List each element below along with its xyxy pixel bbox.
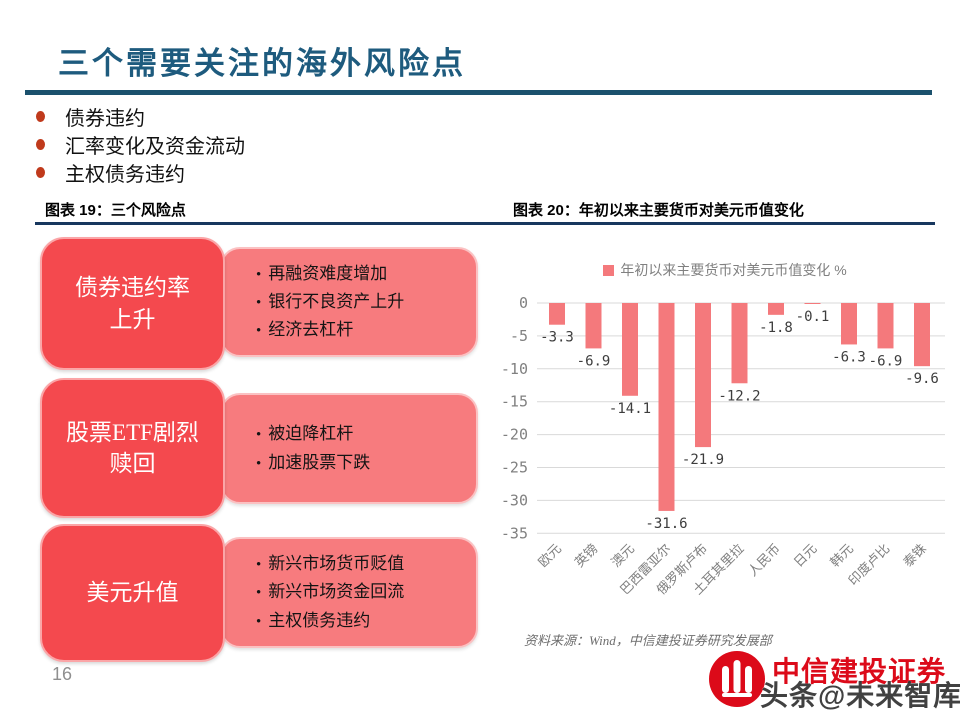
bar-value-label: -0.1 xyxy=(796,309,830,325)
source-note: 资料来源：Wind，中信建投证券研究发展部 xyxy=(524,633,772,648)
detail-text: 主权债务违约 xyxy=(268,610,371,630)
risk-detail-item: • 经济去杠杆 xyxy=(256,316,476,344)
bar-value-label: -6.3 xyxy=(832,349,866,365)
y-tick-label: 0 xyxy=(519,294,528,312)
detail-text: 新兴市场资金回流 xyxy=(268,582,405,602)
bar-value-label: -6.9 xyxy=(577,353,611,369)
bar xyxy=(914,303,930,367)
bar-value-label: -1.8 xyxy=(759,320,793,336)
risk-detail-item: • 加速股票下跌 xyxy=(256,449,476,477)
y-tick-label: -35 xyxy=(501,524,528,542)
bar xyxy=(695,303,711,448)
bar-value-label: -6.9 xyxy=(869,353,903,369)
bullet-text: 主权债务违约 xyxy=(65,163,185,186)
detail-bullet-icon: • xyxy=(256,323,262,340)
bar-value-label: -31.6 xyxy=(645,516,687,532)
detail-text: 再融资难度增加 xyxy=(268,263,388,283)
bar xyxy=(658,303,675,511)
bullet-item: 债券违约 xyxy=(32,102,532,130)
detail-text: 银行不良资产上升 xyxy=(268,291,405,311)
bar-value-label: -14.1 xyxy=(609,401,651,417)
watermark-text: 头条@未来智库 xyxy=(760,680,960,711)
bullet-dot-icon xyxy=(36,166,45,178)
bar-value-label: -3.3 xyxy=(540,330,574,346)
y-tick-label: -30 xyxy=(501,491,528,509)
risk-box-details: • 再融资难度增加 • 银行不良资产上升 • 经济去杠杆 xyxy=(220,247,478,357)
risk-box-label-line: 股票ETF剧烈 xyxy=(66,419,199,445)
x-category-label: 英镑 xyxy=(572,541,601,570)
y-tick-label: -15 xyxy=(501,393,528,411)
company-logo: 中信建投证券 头条@未来智库 xyxy=(708,648,960,718)
bar xyxy=(585,303,602,349)
bullet-item: 主权债务违约 xyxy=(32,158,532,186)
bullet-dot-icon xyxy=(36,138,45,150)
page-title: 三个需要关注的海外风险点 xyxy=(58,46,466,81)
citic-logo-icon xyxy=(709,651,765,707)
chart-legend: 年初以来主要货币对美元币值变化 % xyxy=(495,260,955,280)
bar xyxy=(804,303,821,304)
detail-text: 加速股票下跌 xyxy=(268,452,371,472)
legend-swatch-icon xyxy=(603,265,615,276)
detail-bullet-icon: • xyxy=(256,585,262,602)
currency-bar-chart: 0 -5 -10 -15 -20 -25 -30 -35 -3.3 欧元 -6.9 英镑 -14.1 澳元… xyxy=(495,245,955,635)
risk-box-label: 股票ETF剧烈 赎回 xyxy=(40,378,225,518)
bar xyxy=(768,303,784,315)
bar-value-label: -21.9 xyxy=(682,452,724,468)
y-tick-label: -25 xyxy=(501,459,528,477)
bar xyxy=(622,303,638,396)
bar xyxy=(549,303,565,325)
chart-canvas: 0 -5 -10 -15 -20 -25 -30 -35 -3.3 欧元 -6.9 英镑 -14.1 澳元… xyxy=(501,294,945,597)
detail-bullet-icon: • xyxy=(256,557,262,574)
figure19-caption: 图表 19：三个风险点 xyxy=(45,202,186,219)
detail-bullet-icon: • xyxy=(256,266,262,283)
bar xyxy=(731,303,748,384)
detail-bullet-icon: • xyxy=(256,613,262,630)
bullet-item: 汇率变化及资金流动 xyxy=(32,130,532,158)
risk-box-label-line: 上升 xyxy=(109,306,156,332)
bar-value-label: -12.2 xyxy=(718,388,760,404)
risk-box-details: • 新兴市场货币贬值 • 新兴市场资金回流 • 主权债务违约 xyxy=(220,537,478,648)
legend-label: 年初以来主要货币对美元币值变化 % xyxy=(620,262,847,278)
x-category-label: 澳元 xyxy=(608,541,637,570)
risk-detail-item: • 银行不良资产上升 xyxy=(256,288,476,316)
figure20-caption: 图表 20：年初以来主要货币对美元币值变化 xyxy=(513,202,804,219)
bar xyxy=(841,303,857,345)
bar xyxy=(877,303,894,349)
detail-text: 新兴市场货币贬值 xyxy=(268,554,405,574)
x-category-label: 日元 xyxy=(791,541,820,570)
risk-box-label: 美元升值 xyxy=(40,524,225,662)
risk-box-label: 债券违约率 上升 xyxy=(40,237,225,370)
page-number: 16 xyxy=(52,664,73,684)
x-category-label: 欧元 xyxy=(535,541,564,570)
risk-detail-item: • 新兴市场货币贬值 xyxy=(256,550,476,578)
detail-text: 经济去杠杆 xyxy=(268,320,354,340)
bullet-list: 债券违约汇率变化及资金流动 主权债务违约 xyxy=(32,102,532,186)
risk-box-label-line: 美元升值 xyxy=(86,580,179,606)
risk-box-details: • 被迫降杠杆 • 加速股票下跌 xyxy=(220,393,478,504)
y-tick-label: -10 xyxy=(501,360,528,378)
bullet-dot-icon xyxy=(36,110,45,122)
risk-detail-item: • 被迫降杠杆 xyxy=(256,420,476,448)
bullet-text: 债券违约 xyxy=(65,107,145,130)
y-tick-label: -20 xyxy=(501,426,528,444)
x-category-label: 人民币 xyxy=(745,541,783,579)
risk-detail-item: • 再融资难度增加 xyxy=(256,260,476,288)
detail-text: 被迫降杠杆 xyxy=(268,424,354,444)
caption-underline xyxy=(35,222,935,225)
detail-bullet-icon: • xyxy=(256,294,262,311)
bullet-text: 汇率变化及资金流动 xyxy=(65,135,245,158)
risk-box-label-line: 赎回 xyxy=(109,451,156,476)
x-category-label: 韩元 xyxy=(827,541,856,570)
bar-value-label: -9.6 xyxy=(905,371,939,387)
y-tick-label: -5 xyxy=(510,327,528,345)
title-underline xyxy=(25,90,932,95)
risk-detail-item: • 主权债务违约 xyxy=(256,607,476,635)
x-category-label: 泰铢 xyxy=(900,541,929,570)
risk-detail-item: • 新兴市场资金回流 xyxy=(256,578,476,606)
logo-text: 中信建投证券 xyxy=(772,656,947,687)
detail-bullet-icon: • xyxy=(256,455,262,472)
detail-bullet-icon: • xyxy=(256,427,262,444)
risk-box-label-line: 债券违约率 xyxy=(75,275,190,301)
